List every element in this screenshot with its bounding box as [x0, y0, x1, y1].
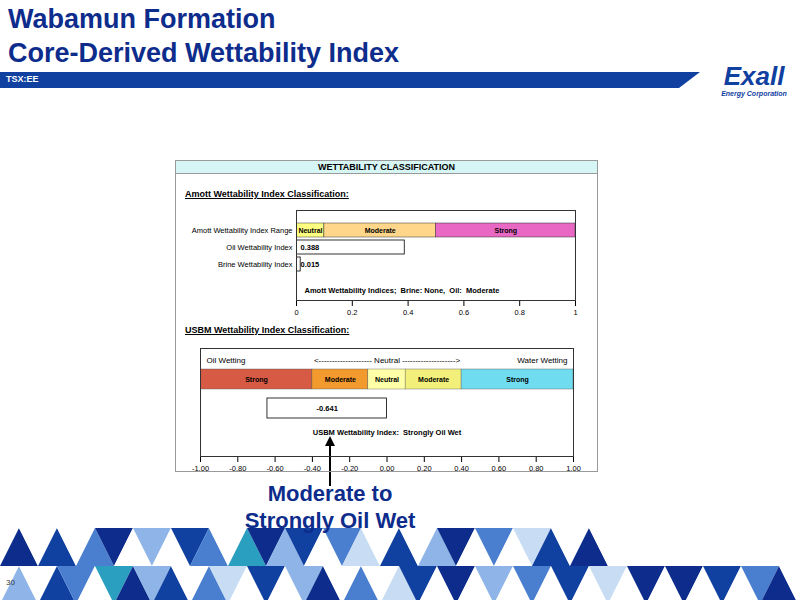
html-text:Wabamun Formation: Wabamun Formation: [8, 4, 276, 34]
svg-text:-0.20: -0.20: [341, 464, 358, 473]
svg-text:Strong: Strong: [245, 376, 268, 384]
svg-text:0: 0: [294, 308, 298, 317]
svg-text:1: 1: [573, 308, 577, 317]
svg-text:<-------------------- Neutral: <-------------------- Neutral ----------…: [314, 356, 460, 365]
svg-text:Neutral: Neutral: [375, 376, 399, 383]
svg-text:0.00: 0.00: [380, 464, 395, 473]
svg-text:Moderate: Moderate: [325, 376, 356, 383]
svg-text:Moderate: Moderate: [418, 376, 449, 383]
svg-text:0.015: 0.015: [301, 260, 320, 269]
svg-text:-0.80: -0.80: [229, 464, 246, 473]
svg-text:0.4: 0.4: [403, 308, 413, 317]
html-text:USBM Wettability Index Classif: USBM Wettability Index Classification:: [185, 325, 350, 335]
svg-text:Amott Wettability Indices; Br: Amott Wettability Indices; Brine: None, …: [305, 286, 500, 295]
svg-text:1.00: 1.00: [566, 464, 581, 473]
svg-text:0.20: 0.20: [417, 464, 432, 473]
html-text:Core-Derived Wettability Index: Core-Derived Wettability Index: [8, 38, 400, 68]
svg-text:Oil Wettability Index: Oil Wettability Index: [226, 243, 292, 252]
svg-text:Neutral: Neutral: [298, 227, 322, 234]
html-text:WETTABILITY CLASSIFICATION: WETTABILITY CLASSIFICATION: [318, 162, 455, 172]
html-text:30: 30: [6, 578, 15, 587]
html-text:Exall: Exall: [723, 61, 785, 91]
svg-text:Strong: Strong: [494, 227, 517, 235]
svg-text:-0.641: -0.641: [317, 404, 338, 413]
svg-text:-1.00: -1.00: [192, 464, 209, 473]
html-text:Energy Corporation: Energy Corporation: [721, 90, 787, 97]
svg-text:0.8: 0.8: [514, 308, 524, 317]
svg-text:0.40: 0.40: [454, 464, 469, 473]
html-text:Amott Wettability Index Classi: Amott Wettability Index Classification:: [185, 189, 349, 199]
svg-text:0.2: 0.2: [347, 308, 357, 317]
svg-text:0.80: 0.80: [529, 464, 544, 473]
html-text:TSX:EE: TSX:EE: [6, 74, 39, 84]
svg-text:-0.40: -0.40: [304, 464, 321, 473]
svg-text:Brine Wettability Index: Brine Wettability Index: [218, 260, 293, 269]
svg-text:0.388: 0.388: [301, 243, 320, 252]
svg-text:Water Wetting: Water Wetting: [517, 356, 567, 365]
svg-text:Moderate: Moderate: [365, 227, 396, 234]
svg-text:Amott Wettability Index Range: Amott Wettability Index Range: [192, 226, 293, 235]
svg-text:-0.60: -0.60: [267, 464, 284, 473]
svg-text:Oil Wetting: Oil Wetting: [207, 356, 246, 365]
svg-text:USBM Wettability Index: Stron: USBM Wettability Index: Strongly Oil Wet: [313, 428, 462, 437]
svg-text:Strong: Strong: [506, 376, 529, 384]
html-text:Moderate to Strongly Oil Wet: Moderate to Strongly Oil Wet: [244, 481, 416, 533]
svg-text:0.60: 0.60: [492, 464, 507, 473]
svg-text:0.6: 0.6: [459, 308, 469, 317]
